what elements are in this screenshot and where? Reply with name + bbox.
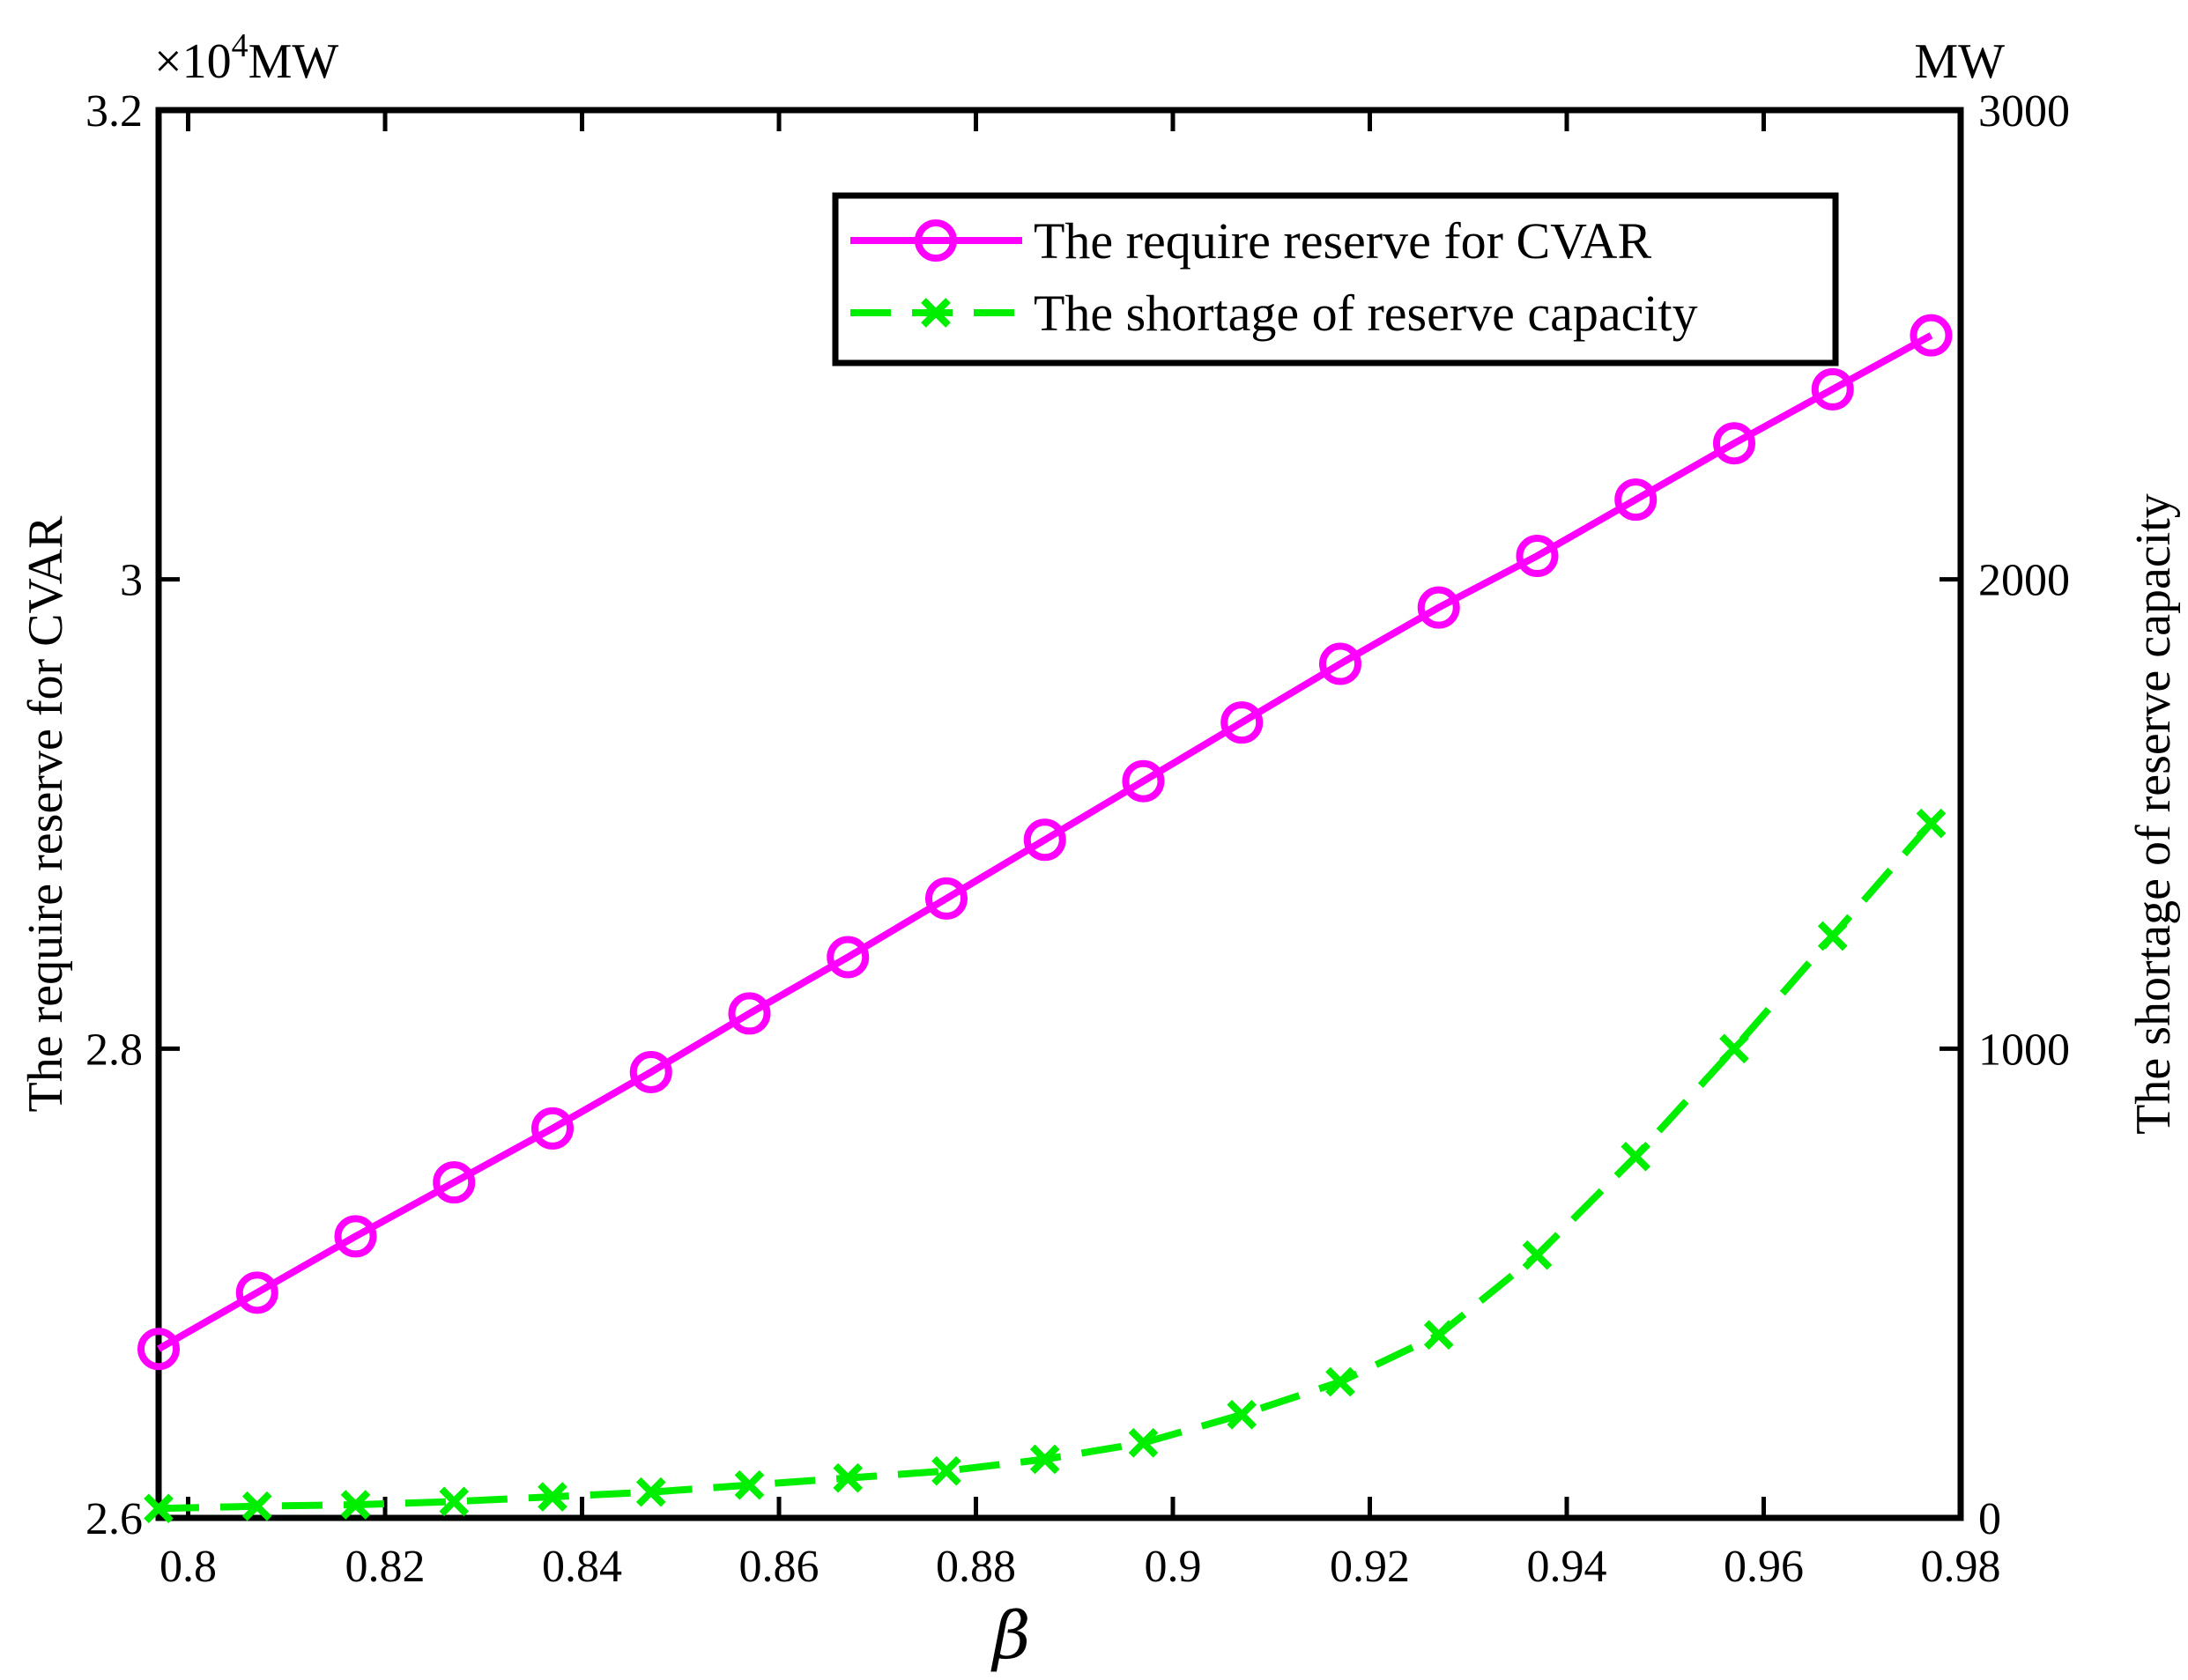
data-point-circle <box>1122 759 1165 803</box>
data-point-x <box>734 1469 765 1500</box>
data-point-x <box>1325 1366 1355 1397</box>
x-tick-label: 0.98 <box>1921 1542 2001 1592</box>
x-tick-label: 0.92 <box>1330 1542 1410 1592</box>
legend-marker-circle <box>915 219 957 262</box>
data-point-x <box>1719 1033 1749 1064</box>
x-axis-title: β <box>990 1598 1031 1674</box>
data-point-circle <box>1023 818 1066 862</box>
series-line-0 <box>157 332 1933 1352</box>
left-y-tick-label: 2.8 <box>85 1025 143 1075</box>
data-point-x <box>1522 1240 1553 1270</box>
right-y-tick-label: 1000 <box>1978 1025 2070 1075</box>
x-tick-label: 0.96 <box>1724 1542 1804 1592</box>
legend-entry-shortage: The shortage of reserve capacity <box>850 285 1698 342</box>
legend-label-cvar: The require reserve for CVAR <box>1034 212 1651 270</box>
data-point-circle <box>334 1215 377 1258</box>
left-y-axis-title: The require reserve for CVAR <box>19 515 73 1113</box>
data-point-circle <box>530 1106 574 1150</box>
data-point-x <box>635 1476 666 1507</box>
data-point-circle <box>1220 701 1264 744</box>
legend-entry-cvar: The require reserve for CVAR <box>850 212 1651 270</box>
data-point-x <box>1817 921 1848 951</box>
series-line-1 <box>158 821 1934 1513</box>
data-point-x <box>1227 1399 1257 1430</box>
data-point-x <box>538 1482 567 1512</box>
plot-frame <box>155 107 1964 1521</box>
x-tick-label: 0.86 <box>739 1542 820 1592</box>
left-y-tick-label: 3.2 <box>85 86 143 137</box>
data-point-circle <box>1318 642 1361 685</box>
data-point-x <box>1916 808 1947 839</box>
data-point-circle <box>1712 422 1755 465</box>
data-point-circle <box>137 1328 180 1371</box>
data-point-x <box>833 1462 864 1493</box>
x-tick-label: 0.88 <box>936 1542 1016 1592</box>
data-point-circle <box>728 992 771 1035</box>
data-point-x <box>439 1486 470 1517</box>
legend: The require reserve for CVAR The shortag… <box>832 192 1839 366</box>
data-point-x <box>1029 1444 1060 1475</box>
right-y-axis-title: The shortage of reserve capacity <box>2126 493 2181 1135</box>
legend-label-shortage: The shortage of reserve capacity <box>1034 285 1698 342</box>
right-y-tick-label: 2000 <box>1978 556 2070 606</box>
data-point-x <box>1621 1142 1651 1172</box>
legend-marker-x <box>921 298 951 328</box>
left-y-tick-label: 2.6 <box>85 1494 143 1544</box>
data-point-x <box>1128 1427 1159 1458</box>
left-y-tick-label: 3 <box>120 556 143 606</box>
right-axis-unit-label: MW <box>1914 34 2005 89</box>
data-point-x <box>1423 1320 1454 1351</box>
data-point-circle <box>1910 314 1953 357</box>
x-tick-label: 0.84 <box>542 1542 622 1592</box>
right-y-tick-label: 0 <box>1978 1494 2001 1544</box>
x-tick-label: 0.82 <box>345 1542 426 1592</box>
ticks-layer: 0.8 0.82 0.84 0.86 0.88 0.9 0.92 0.94 0.96 0.98 2.… <box>85 86 2070 1592</box>
left-axis-unit-label: ×104MW <box>154 27 338 89</box>
legend-box <box>832 192 1839 366</box>
right-y-tick-label: 3000 <box>1978 86 2070 137</box>
x-tick-label: 0.94 <box>1527 1542 1607 1592</box>
data-point-circle <box>433 1161 476 1204</box>
x-tick-label: 0.9 <box>1145 1542 1202 1592</box>
data-point-circle <box>1811 367 1854 411</box>
series-layer <box>137 314 1953 1524</box>
data-point-circle <box>235 1271 278 1314</box>
data-point-circle <box>827 936 870 979</box>
data-point-x <box>931 1455 961 1486</box>
data-point-x <box>340 1490 371 1520</box>
data-point-circle <box>1614 478 1658 522</box>
data-point-x <box>144 1493 174 1524</box>
data-point-circle <box>1516 535 1559 578</box>
data-point-circle <box>1417 586 1460 629</box>
data-point-circle <box>629 1050 672 1093</box>
data-point-x <box>241 1491 272 1521</box>
x-tick-label: 0.8 <box>159 1542 217 1592</box>
data-point-circle <box>924 877 968 920</box>
